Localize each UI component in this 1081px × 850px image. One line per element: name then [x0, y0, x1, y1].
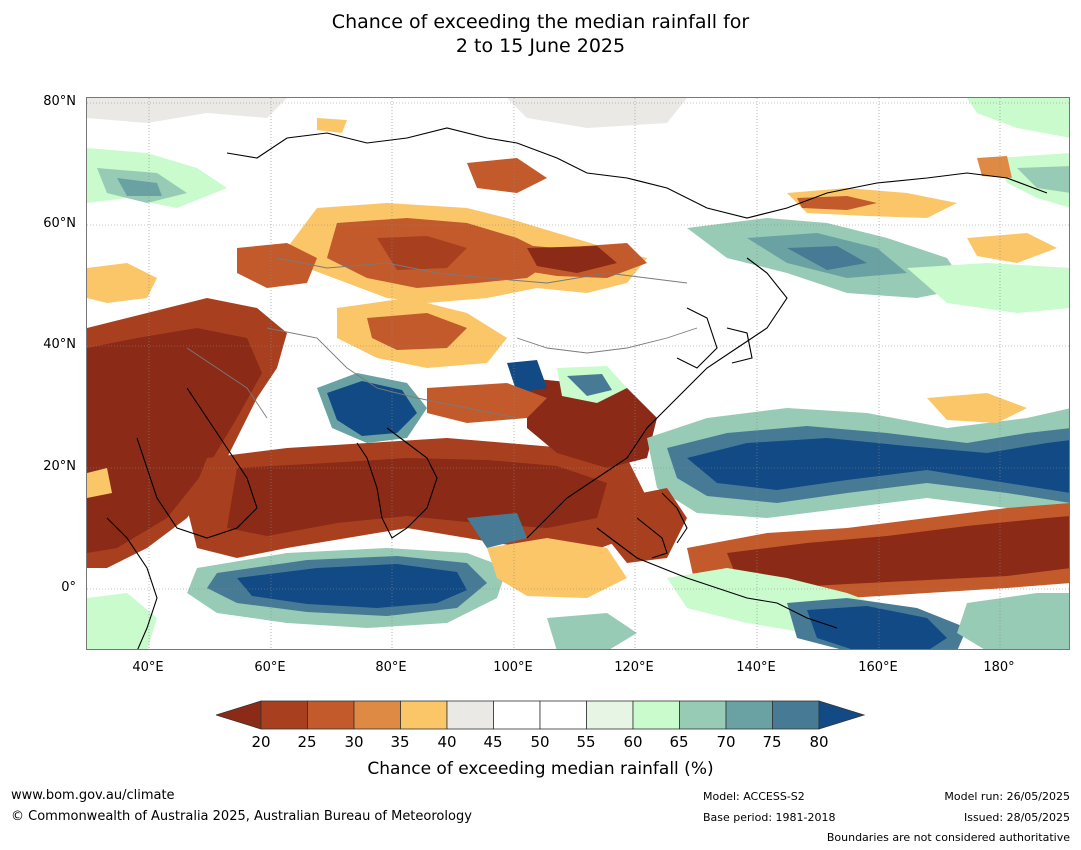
lat-label-60n: 60°N — [43, 216, 76, 231]
footer-disclaimer: Boundaries are not considered authoritat… — [826, 831, 1070, 844]
lat-label-80n: 80°N — [43, 94, 76, 109]
colorbar-tick-80: 80 — [809, 733, 829, 751]
colorbar-tick-55: 55 — [576, 733, 596, 751]
map-canvas — [87, 98, 1069, 649]
lon-label-160e: 160°E — [858, 660, 898, 675]
colorbar-bin-55-60 — [586, 700, 634, 730]
colorbar-tick-25: 25 — [297, 733, 317, 751]
colorbar-tick-30: 30 — [344, 733, 364, 751]
colorbar-bin-50-55 — [539, 700, 587, 730]
colorbar-bin-25-30 — [307, 700, 355, 730]
colorbar-bin-65-70 — [679, 700, 727, 730]
colorbar-tick-70: 70 — [716, 733, 736, 751]
title-line-2: 2 to 15 June 2025 — [455, 35, 626, 57]
colorbar-bin-30-35 — [353, 700, 401, 730]
colorbar-tick-75: 75 — [762, 733, 782, 751]
lon-label-60e: 60°E — [254, 660, 286, 675]
colorbar-lower-extend — [214, 700, 262, 730]
colorbar-bin-75-80 — [772, 700, 820, 730]
lon-label-100e: 100°E — [493, 660, 533, 675]
colorbar-bin-70-75 — [725, 700, 773, 730]
colorbar-tick-35: 35 — [390, 733, 410, 751]
colorbar-tick-50: 50 — [530, 733, 550, 751]
footer-model: Model: ACCESS-S2 — [703, 790, 805, 803]
footer-base-period: Base period: 1981-2018 — [703, 811, 836, 824]
colorbar-bin-45-50 — [493, 700, 541, 730]
footer-issued: Issued: 28/05/2025 — [963, 811, 1070, 824]
footer-copyright: © Commonwealth of Australia 2025, Austra… — [11, 809, 472, 824]
colorbar — [214, 700, 866, 730]
colorbar-svg — [214, 700, 866, 730]
colorbar-bin-60-65 — [632, 700, 680, 730]
lon-label-80e: 80°E — [375, 660, 407, 675]
lon-label-120e: 120°E — [614, 660, 654, 675]
colorbar-bin-40-45 — [446, 700, 494, 730]
colorbar-tick-65: 65 — [669, 733, 689, 751]
colorbar-tick-45: 45 — [483, 733, 503, 751]
colorbar-upper-extend — [818, 700, 866, 730]
footer-url: www.bom.gov.au/climate — [11, 788, 175, 803]
lat-label-0: 0° — [61, 580, 76, 595]
lon-label-180: 180° — [983, 660, 1015, 675]
title-line-1: Chance of exceeding the median rainfall … — [331, 11, 750, 33]
lat-label-40n: 40°N — [43, 337, 76, 352]
lat-label-20n: 20°N — [43, 459, 76, 474]
footer-model-run: Model run: 26/05/2025 — [944, 790, 1070, 803]
lon-label-140e: 140°E — [736, 660, 776, 675]
rainfall-probability-map — [86, 97, 1070, 650]
colorbar-tick-60: 60 — [623, 733, 643, 751]
colorbar-label: Chance of exceeding median rainfall (%) — [367, 759, 714, 779]
chart-title: Chance of exceeding the median rainfall … — [0, 10, 1081, 58]
colorbar-tick-40: 40 — [437, 733, 457, 751]
colorbar-bin-20-25 — [260, 700, 308, 730]
colorbar-bin-35-40 — [400, 700, 448, 730]
lon-label-40e: 40°E — [132, 660, 164, 675]
colorbar-tick-20: 20 — [251, 733, 271, 751]
